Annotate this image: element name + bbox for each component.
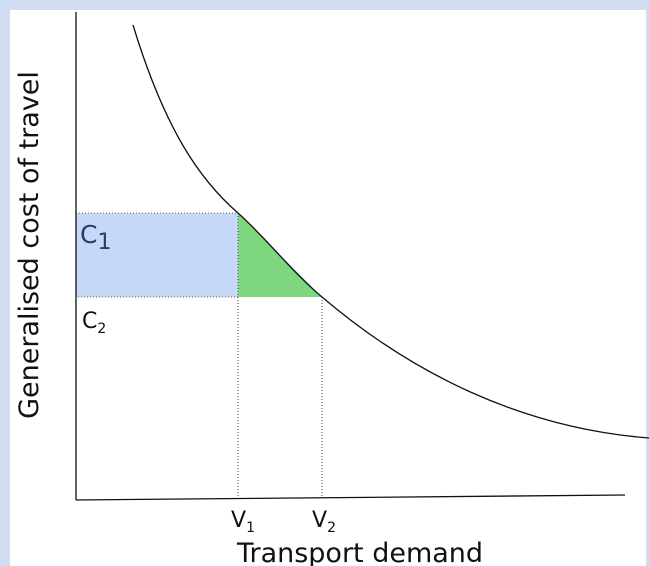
v1-label: V1 <box>231 508 255 536</box>
demand-curve <box>132 24 649 439</box>
c2-label: C2 <box>82 309 106 337</box>
v2-label: V2 <box>312 508 336 536</box>
x-axis <box>75 494 626 501</box>
x-axis-label: Transport demand <box>236 538 483 566</box>
surplus-rect <box>75 212 239 298</box>
y-axis-label: Generalised cost of travel <box>14 71 45 419</box>
c1-label: C1 <box>80 220 111 255</box>
